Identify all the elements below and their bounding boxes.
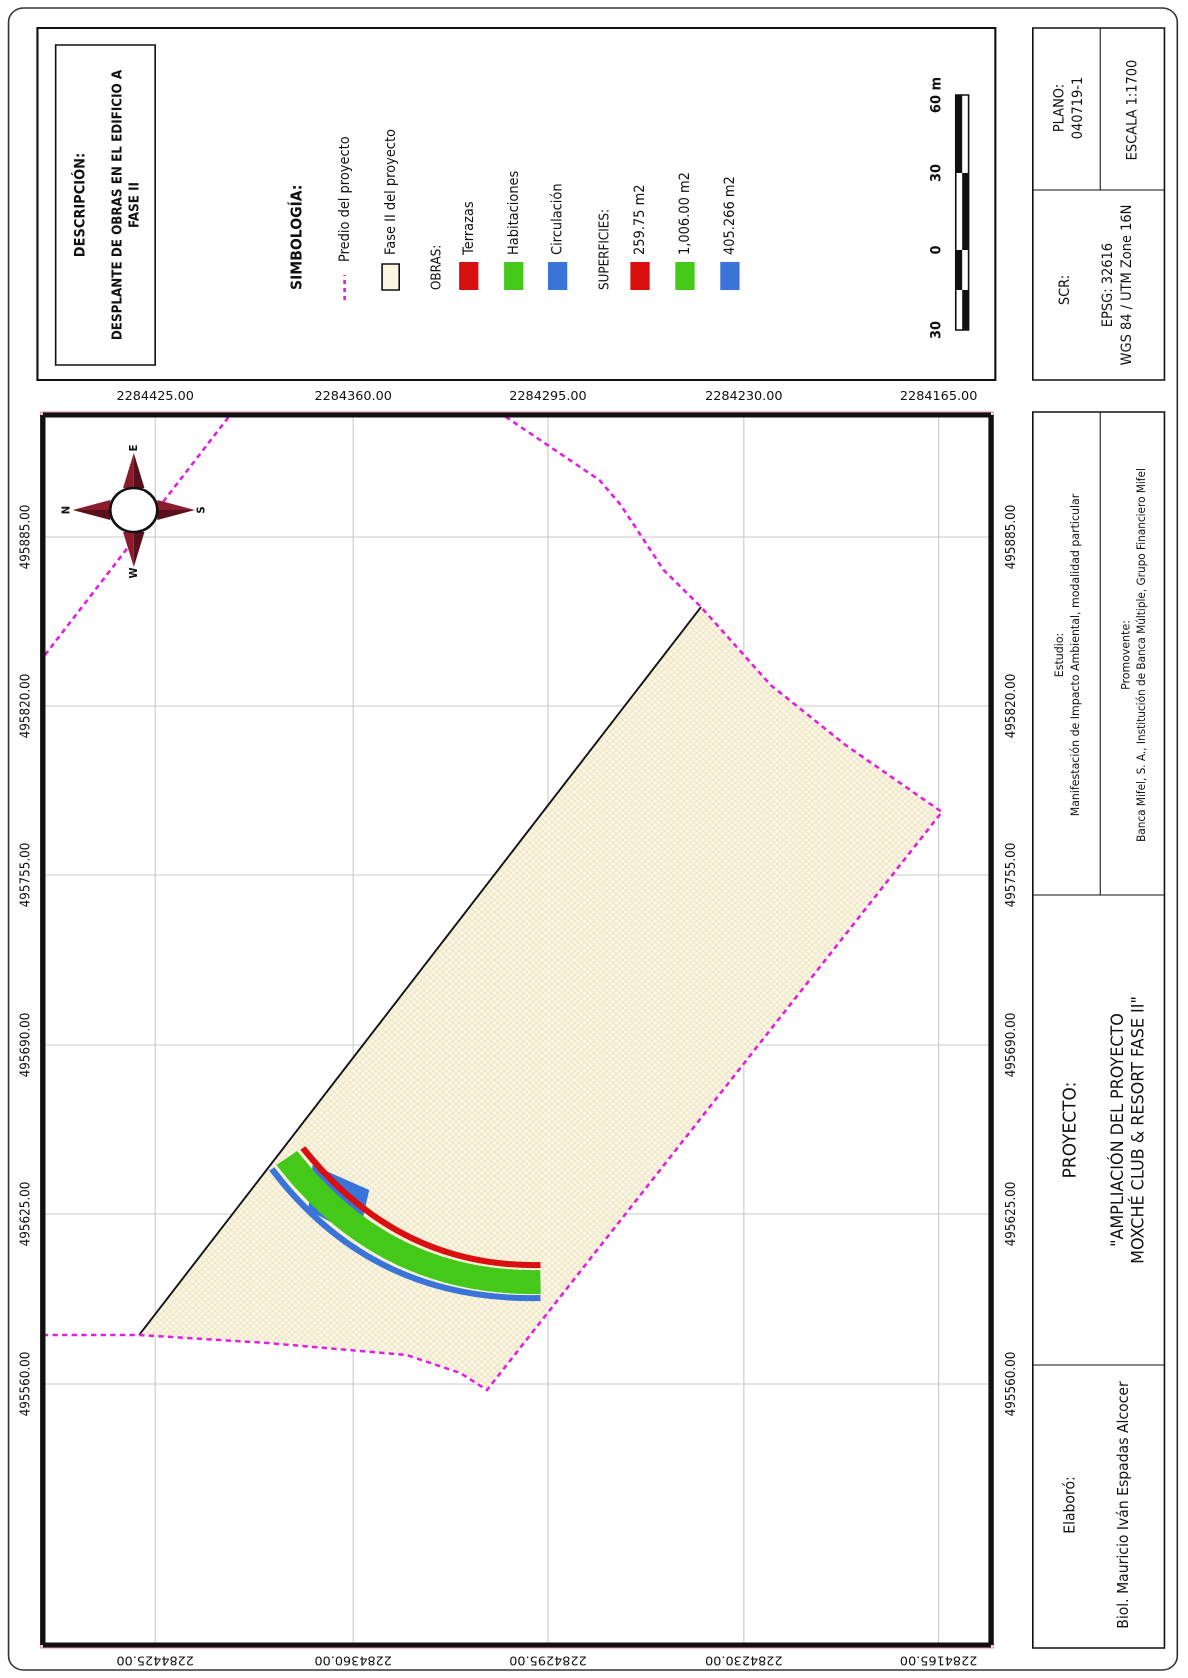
habitaciones <box>276 1150 541 1295</box>
legend-label: Fase II del proyecto <box>383 129 399 255</box>
swatch <box>720 262 740 290</box>
elaboro-label: Elaboró: <box>1062 1476 1079 1534</box>
scale-label: 30 <box>929 321 945 339</box>
legend-label: Habitaciones <box>506 171 522 255</box>
legend-label: Circulación <box>549 183 566 255</box>
swatch <box>547 262 568 290</box>
compass-letter: S <box>195 506 207 513</box>
grid-label: 2284295.00 <box>509 388 587 402</box>
grid-label: 2284425.00 <box>116 1654 194 1668</box>
scale-label: 30 <box>929 164 945 182</box>
promovente: Banca Mifel, S. A., Institución de Banca… <box>1135 468 1148 842</box>
fase-symbol <box>381 263 401 291</box>
plano-number: 040719-1 <box>1071 77 1087 140</box>
grid-label: 495690.00 <box>1003 1013 1019 1078</box>
proyecto-label: PROYECTO: <box>1060 1082 1081 1179</box>
frame-bars <box>40 412 994 1648</box>
grid-label: 495885.00 <box>1003 505 1019 570</box>
plano-label: PLANO: <box>1052 84 1068 132</box>
legend-label: 259.75 m2 <box>633 185 649 255</box>
scr-box <box>1032 27 1166 381</box>
grid-label: 495625.00 <box>17 1182 33 1247</box>
legend-label: OBRAS: <box>428 245 444 290</box>
terrazas <box>300 1146 541 1269</box>
estudio-label: Estudio: <box>1052 633 1066 677</box>
scr-text: EPSG: 32616 <box>1100 243 1116 327</box>
predio-line <box>42 413 944 1392</box>
compass-letter: N <box>60 506 72 514</box>
grid-label: 495820.00 <box>17 674 33 739</box>
grid-label: 495560.00 <box>1003 1352 1019 1417</box>
proyecto: "AMPLIACIÓN DEL PROYECTO <box>1108 1013 1128 1247</box>
description-text: FASE II <box>126 182 142 228</box>
grid-label: 2284230.00 <box>705 1654 783 1668</box>
grid-label: 495625.00 <box>1003 1182 1019 1247</box>
circulacion <box>269 1167 541 1302</box>
grid-label: 2284295.00 <box>509 1654 587 1668</box>
swatch <box>675 262 695 290</box>
description-text: DESPLANTE DE OBRAS EN EL EDIFICIO A <box>109 69 125 340</box>
grid-label: 495885.00 <box>17 505 33 570</box>
grid-label: 495690.00 <box>17 1013 33 1078</box>
scale-label: 60 m <box>929 77 945 113</box>
grid-label: 2284230.00 <box>705 388 783 402</box>
promovente-label: Promovente: <box>1118 620 1132 690</box>
elaboro: Biol. Mauricio Iván Espadas Alcocer <box>1116 1381 1133 1629</box>
grid-label: 2284360.00 <box>314 1654 392 1668</box>
grid-label: 2284360.00 <box>314 388 392 402</box>
compass <box>72 453 195 567</box>
top-panel <box>36 27 997 381</box>
title-block <box>1032 411 1166 1649</box>
scale-label: 0 <box>929 245 945 254</box>
grid-label: 495755.00 <box>17 843 33 908</box>
grid-label: 2284425.00 <box>116 388 194 402</box>
grid-label: 2284165.00 <box>900 388 978 402</box>
legend-label: SUPERFICIES: <box>596 209 612 290</box>
sheet-border <box>7 7 1179 1671</box>
swatch <box>630 262 650 290</box>
grid-label: 2284165.00 <box>900 1654 978 1668</box>
buildings <box>269 1146 541 1302</box>
swatch <box>504 262 524 290</box>
grid-label: 495560.00 <box>17 1352 33 1417</box>
legend-symbols <box>343 262 740 300</box>
grid-label: 495755.00 <box>1003 843 1019 908</box>
estudio: Manifestación de Impacto Ambiental, moda… <box>1068 493 1082 816</box>
legend-label: 1,006.00 m2 <box>678 172 694 255</box>
description-box <box>54 44 156 366</box>
scale-bar <box>954 94 970 331</box>
legend-title: SIMBOLOGÍA: <box>288 184 306 290</box>
grid-label: 495820.00 <box>1003 674 1019 739</box>
legend-label: 405.266 m2 <box>723 176 739 255</box>
compass-letter: E <box>128 445 140 452</box>
legend-label: Terrazas <box>462 201 478 256</box>
escala: ESCALA 1:1700 <box>1125 60 1141 161</box>
description-heading: DESCRIPCIÓN: <box>70 153 89 257</box>
scr-text: WGS 84 / UTM Zone 16N <box>1120 205 1136 366</box>
scr-label: SCR: <box>1058 275 1074 305</box>
phase-ii-edge <box>138 606 702 1336</box>
swatch <box>459 262 479 290</box>
legend-label: Predio del proyecto <box>337 136 353 262</box>
compass-letter: W <box>128 567 140 579</box>
proyecto: MOXCHÉ CLUB & RESORT FASE II" <box>1128 996 1148 1264</box>
